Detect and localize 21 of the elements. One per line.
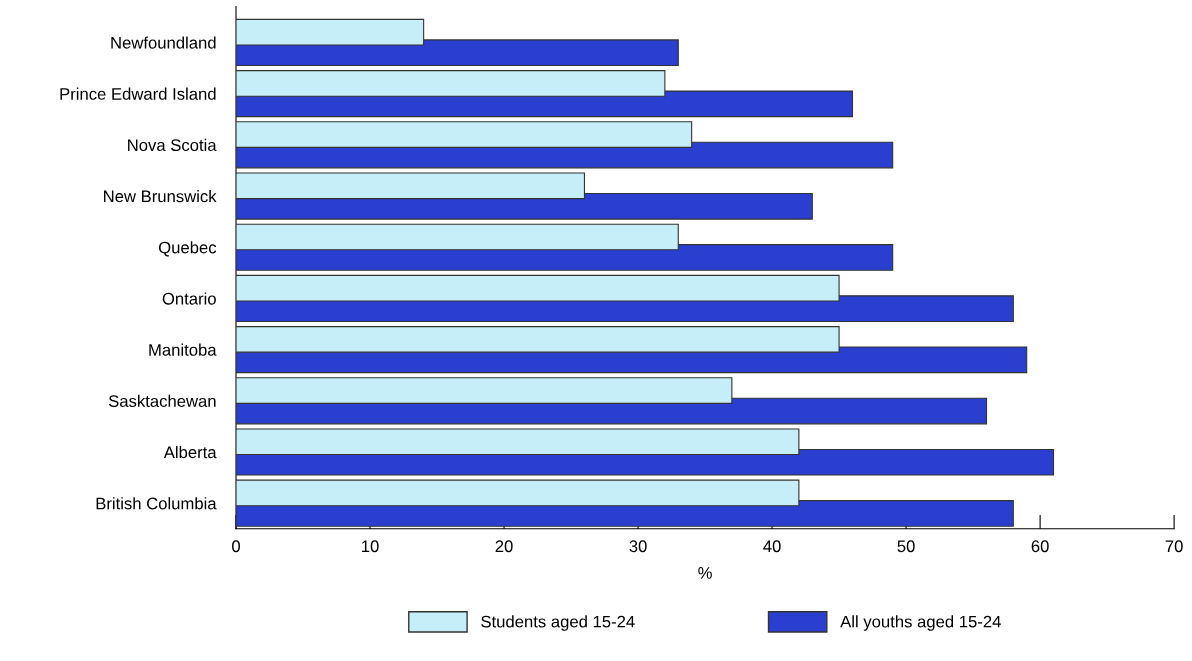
y-tick-label: Ontario: [162, 292, 216, 305]
y-tick-label: Newfoundland: [111, 36, 216, 49]
legend-label: All youths aged 15-24: [840, 615, 1001, 631]
x-tick-label: 50: [897, 540, 915, 553]
y-tick-label: Nova Scotia: [128, 138, 217, 152]
x-tick-label: 10: [362, 540, 379, 553]
x-tick-label: 70: [1165, 540, 1183, 553]
x-tick-label: 20: [495, 540, 513, 553]
y-tick-label: Sasktachewan: [108, 394, 216, 408]
x-tick-label: 40: [763, 540, 781, 553]
y-tick-label: Manitoba: [149, 343, 217, 356]
legend-label: Students aged 15-24: [481, 615, 635, 631]
y-tick-label: Alberta: [163, 445, 217, 459]
y-tick-label: Prince Edward Island: [60, 87, 216, 100]
y-tick-label: New Brunswick: [104, 189, 217, 203]
y-tick-label: Quebec: [158, 241, 217, 257]
x-tick-label: 30: [629, 540, 647, 553]
x-axis-title: %: [698, 567, 712, 579]
x-tick-label: 0: [232, 540, 240, 553]
x-tick-label: 60: [1031, 540, 1049, 553]
y-tick-label: British Columbia: [96, 497, 217, 510]
